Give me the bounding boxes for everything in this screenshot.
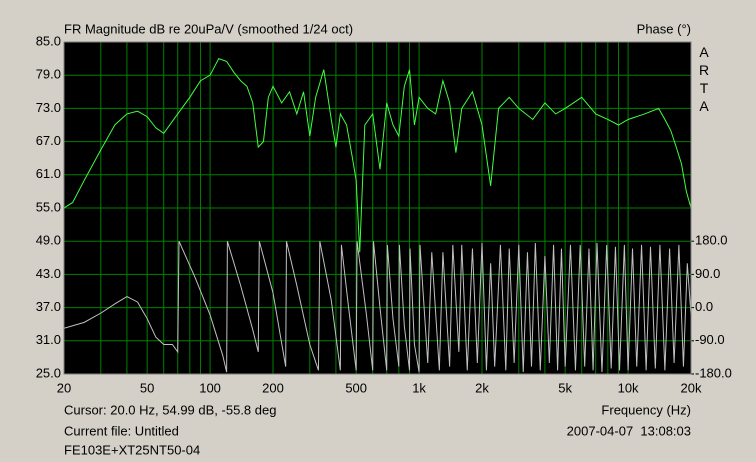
x-tick-label: 50: [140, 380, 154, 395]
y2-title: Phase (°): [637, 21, 691, 36]
x-axis-title: Frequency (Hz): [601, 402, 691, 417]
chart-title: FR Magnitude dB re 20uPa/V (smoothed 1/2…: [64, 21, 353, 36]
y-tick-label: 79.0: [36, 67, 61, 82]
x-tick-label: 10k: [618, 380, 639, 395]
series-line: [64, 240, 691, 373]
y-tick-label: 49.0: [36, 233, 61, 248]
y-tick-label: 73.0: [36, 100, 61, 115]
y2-tick-label: -180.0: [695, 365, 732, 380]
device-name: FE103E+XT25NT50-04: [64, 442, 200, 457]
x-tick-label: 20k: [681, 380, 702, 395]
x-tick-label: 5k: [558, 380, 572, 395]
timestamp: 2007-04-07 13:08:03: [567, 423, 691, 438]
x-tick-label: 200: [262, 380, 284, 395]
cursor-info: Cursor: 20.0 Hz, 54.99 dB, -55.8 deg: [64, 402, 276, 417]
x-tick-label: 500: [345, 380, 367, 395]
x-tick-label: 100: [199, 380, 221, 395]
y-tick-label: 25.0: [36, 365, 61, 380]
y-tick-label: 31.0: [36, 332, 61, 347]
y-tick-label: 85.0: [36, 33, 61, 48]
y-tick-label: 61.0: [36, 166, 61, 181]
brand: ARTA: [696, 44, 712, 116]
y-tick-label: 67.0: [36, 133, 61, 148]
series-line: [64, 57, 691, 253]
y2-tick-label: -90.0: [695, 332, 725, 347]
y2-tick-label: 90.0: [695, 266, 720, 281]
plot-border: [63, 41, 692, 375]
x-tick-label: 20: [57, 380, 71, 395]
y-tick-label: 55.0: [36, 199, 61, 214]
y2-tick-label: 0.0: [695, 299, 713, 314]
y2-tick-label: 180.0: [695, 233, 728, 248]
current-file: Current file: Untitled: [64, 423, 179, 438]
x-tick-label: 1k: [412, 380, 426, 395]
y-tick-label: 43.0: [36, 266, 61, 281]
x-tick-label: 2k: [475, 380, 489, 395]
y-tick-label: 37.0: [36, 299, 61, 314]
